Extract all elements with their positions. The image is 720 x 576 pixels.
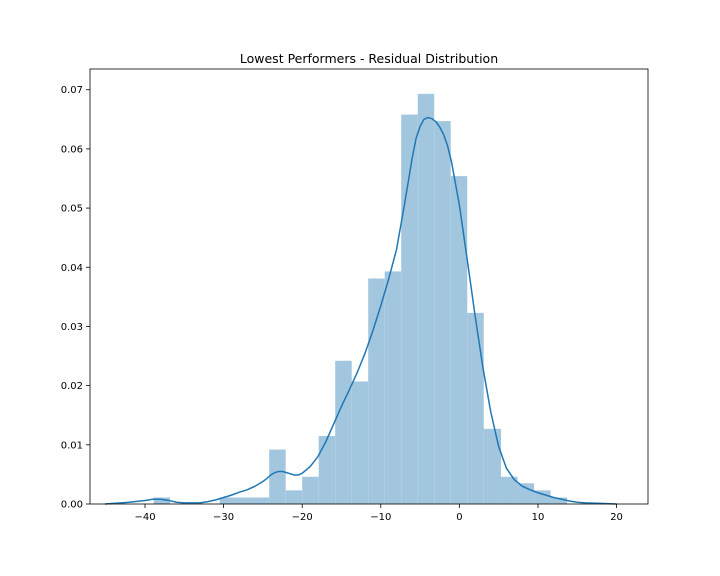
y-tick-label-6: 0.06 [61, 144, 83, 155]
histogram-bar-13 [434, 121, 451, 504]
kde-curve [104, 116, 617, 505]
histogram-bar-8 [351, 381, 369, 504]
histogram-bar-11 [401, 114, 418, 504]
histogram-bar-9 [368, 278, 385, 504]
y-tick-label-1: 0.01 [61, 440, 83, 451]
histogram-bar-6 [318, 435, 336, 504]
histogram-bar-0 [153, 497, 171, 504]
x-axis: −40 −30 −20 −10 0 10 20 [134, 504, 623, 523]
histogram-bar-12 [417, 93, 435, 505]
histogram-bars [153, 93, 568, 505]
histogram-bar-14 [450, 176, 468, 504]
plot-frame [89, 68, 649, 505]
y-tick-label-4: 0.04 [61, 263, 83, 274]
histogram-bar-5 [302, 476, 319, 504]
histogram-bar-19 [534, 490, 551, 504]
histogram-bar-1 [219, 497, 237, 504]
x-tick-label-6: 20 [610, 512, 623, 523]
x-tick-label-2: −20 [292, 512, 313, 523]
histogram-bar-16 [483, 428, 502, 504]
y-tick-label-5: 0.05 [61, 204, 83, 215]
histogram-bar-17 [501, 476, 518, 504]
y-tick-label-3: 0.03 [61, 322, 83, 333]
y-tick-label-7: 0.07 [61, 85, 83, 96]
x-tick-label-0: −40 [134, 512, 155, 523]
x-tick-label-3: −10 [370, 512, 391, 523]
histogram-bar-20 [550, 497, 568, 504]
y-tick-label-0: 0.00 [61, 500, 83, 511]
chart-title: Lowest Performers - Residual Distributio… [240, 51, 498, 66]
histogram-bar-10 [384, 271, 402, 504]
y-tick-label-2: 0.02 [61, 381, 83, 392]
histogram-bar-2 [236, 497, 270, 504]
y-axis: 0.00 0.01 0.02 0.03 0.04 0.05 0.06 0.07 [61, 85, 90, 511]
histogram-bar-7 [335, 360, 352, 504]
histogram-bar-4 [285, 490, 303, 504]
x-tick-label-5: 10 [532, 512, 545, 523]
histogram-bar-3 [269, 449, 286, 504]
histogram-bar-15 [467, 312, 484, 504]
histogram-bar-18 [517, 483, 535, 504]
x-tick-label-1: −30 [213, 512, 234, 523]
x-tick-label-4: 0 [456, 512, 462, 523]
